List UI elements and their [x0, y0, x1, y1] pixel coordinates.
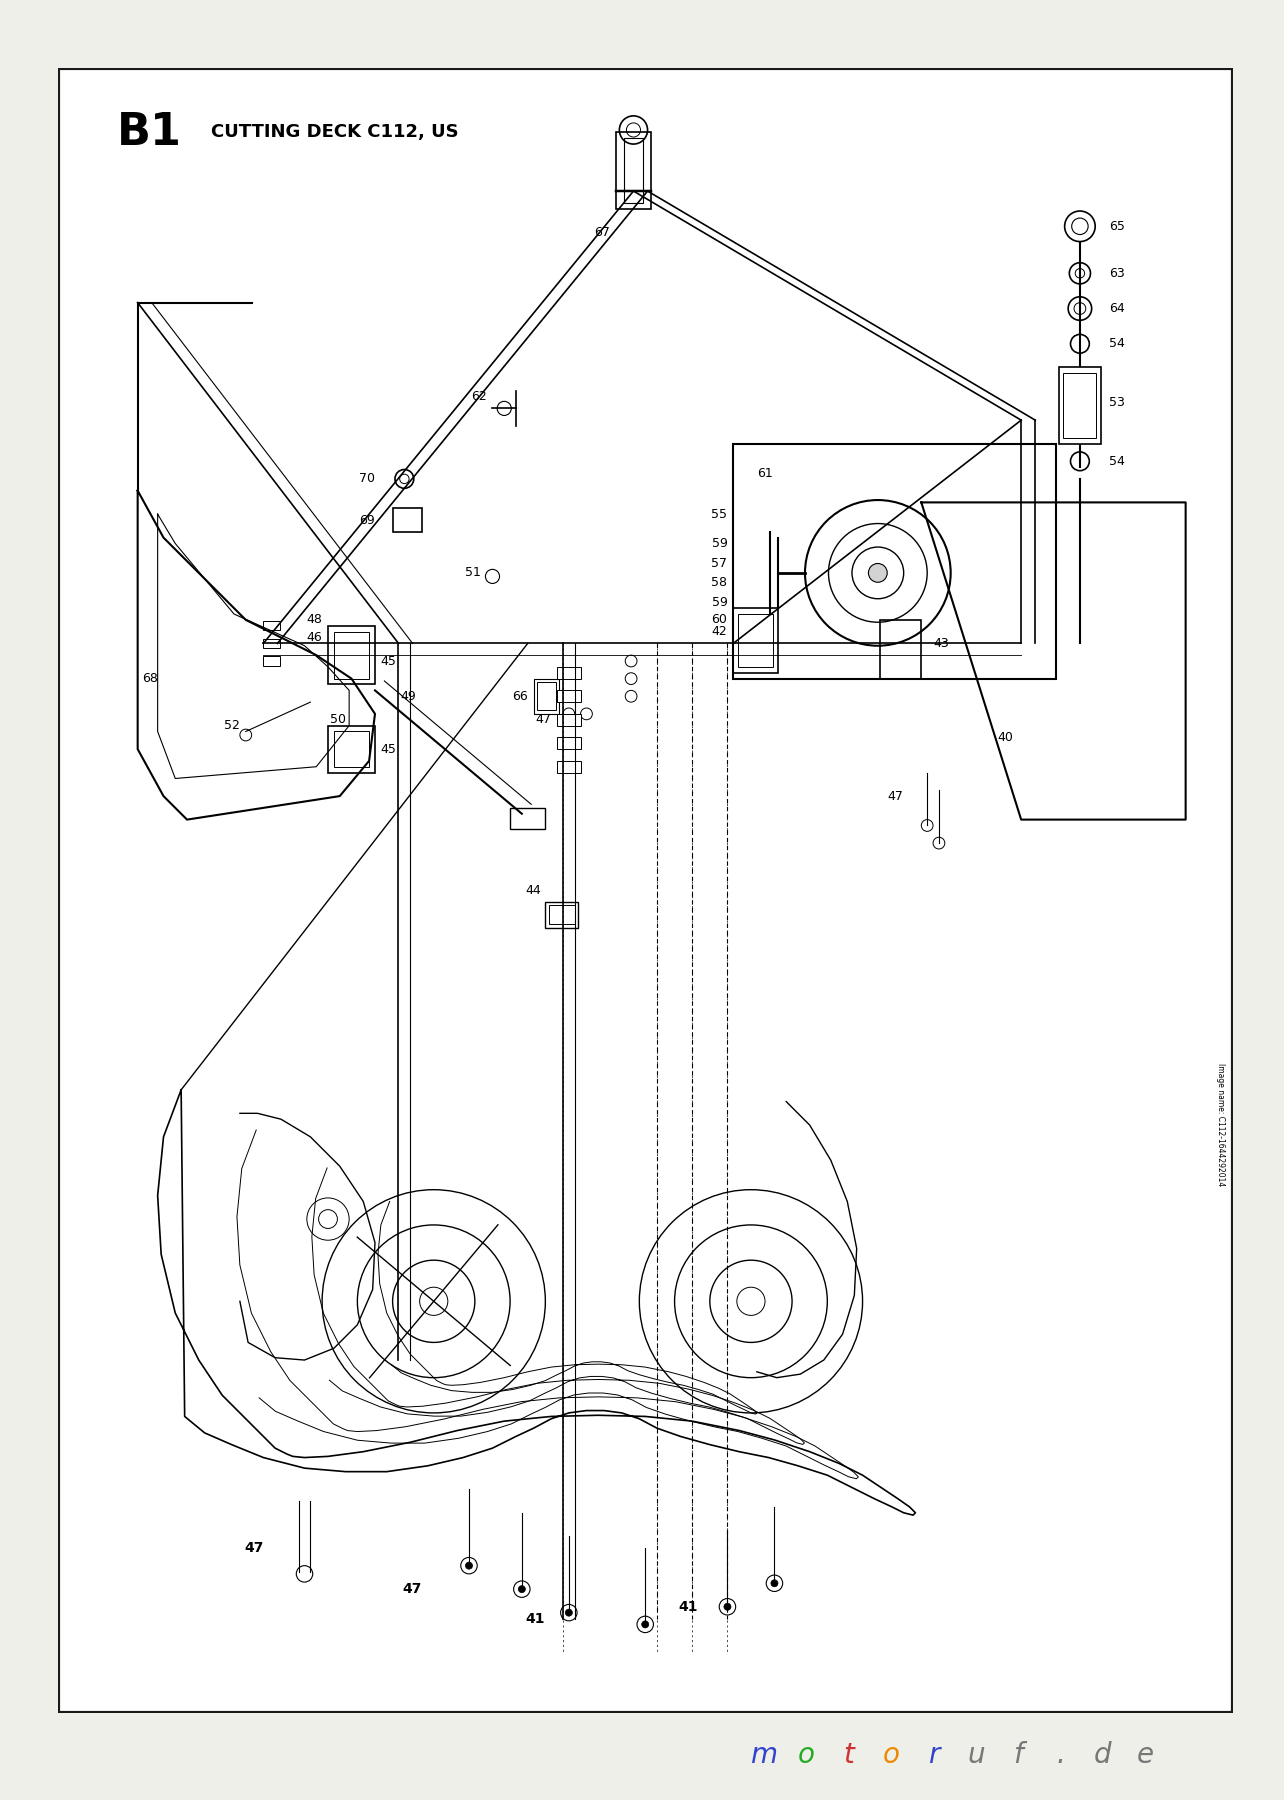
Text: 57: 57: [711, 556, 728, 571]
Text: 45: 45: [381, 743, 397, 756]
Text: d: d: [1094, 1741, 1112, 1769]
Text: 61: 61: [756, 468, 773, 481]
Text: 43: 43: [933, 637, 949, 650]
Text: 70: 70: [360, 472, 375, 486]
Text: 68: 68: [143, 671, 158, 686]
Bar: [733, 608, 778, 673]
Text: 58: 58: [711, 576, 728, 589]
Text: 59: 59: [711, 596, 728, 608]
Text: .: .: [1057, 1741, 1064, 1769]
Circle shape: [519, 1586, 525, 1593]
Text: 47: 47: [403, 1582, 422, 1597]
Bar: [557, 715, 580, 725]
Bar: [557, 738, 580, 749]
Bar: [327, 725, 375, 772]
Text: 59: 59: [711, 536, 728, 551]
Bar: [557, 691, 580, 702]
Text: 51: 51: [465, 567, 480, 580]
Text: CUTTING DECK C112, US: CUTTING DECK C112, US: [211, 124, 458, 142]
Text: Image name: C112-1644292014: Image name: C112-1644292014: [1216, 1064, 1225, 1186]
Text: 65: 65: [1109, 220, 1125, 232]
Text: 41: 41: [678, 1600, 698, 1615]
Bar: [327, 626, 375, 684]
Text: 47: 47: [244, 1541, 263, 1555]
Bar: [334, 731, 369, 767]
Text: m: m: [750, 1741, 778, 1769]
Bar: [263, 621, 280, 630]
Text: 45: 45: [381, 655, 397, 668]
Bar: [393, 508, 422, 531]
Text: 47: 47: [535, 713, 551, 725]
Text: t: t: [844, 1741, 854, 1769]
Circle shape: [770, 1580, 778, 1588]
Text: 66: 66: [512, 689, 528, 702]
Text: 52: 52: [223, 720, 240, 733]
Text: e: e: [1136, 1741, 1154, 1769]
Text: 64: 64: [1109, 302, 1125, 315]
Bar: [738, 614, 773, 666]
Text: 67: 67: [594, 227, 610, 239]
Bar: [624, 139, 643, 203]
Bar: [557, 761, 580, 772]
Text: o: o: [882, 1741, 900, 1769]
Text: 53: 53: [1109, 396, 1125, 409]
Bar: [616, 133, 651, 209]
Text: f: f: [1013, 1741, 1023, 1769]
Text: 50: 50: [330, 713, 345, 725]
Text: o: o: [797, 1741, 815, 1769]
Text: 46: 46: [307, 632, 322, 644]
Circle shape: [868, 563, 887, 581]
Text: 54: 54: [1109, 455, 1125, 468]
Text: 54: 54: [1109, 337, 1125, 351]
Circle shape: [466, 1562, 473, 1570]
Text: 63: 63: [1109, 266, 1125, 279]
Text: B1: B1: [117, 112, 181, 153]
Bar: [263, 639, 280, 648]
Bar: [263, 657, 280, 666]
Text: 55: 55: [711, 508, 728, 520]
Text: 44: 44: [525, 884, 541, 896]
Circle shape: [565, 1609, 573, 1616]
Text: 62: 62: [471, 391, 487, 403]
Bar: [534, 679, 560, 715]
Bar: [881, 619, 922, 679]
Text: 49: 49: [401, 689, 416, 702]
Circle shape: [724, 1604, 731, 1611]
Bar: [733, 443, 1057, 679]
Text: 47: 47: [887, 790, 904, 803]
Bar: [1063, 373, 1097, 437]
Text: 41: 41: [526, 1611, 546, 1625]
Bar: [546, 902, 578, 927]
Text: r: r: [928, 1741, 939, 1769]
Bar: [334, 632, 369, 679]
Text: 40: 40: [998, 731, 1013, 743]
Bar: [557, 666, 580, 679]
Text: 48: 48: [307, 614, 322, 626]
Bar: [537, 682, 556, 711]
Bar: [1059, 367, 1102, 443]
Text: u: u: [967, 1741, 985, 1769]
Text: 69: 69: [360, 513, 375, 527]
Bar: [548, 905, 575, 923]
Circle shape: [642, 1620, 648, 1627]
Bar: [510, 808, 546, 830]
Text: 42: 42: [711, 625, 728, 639]
Text: 60: 60: [711, 614, 728, 626]
